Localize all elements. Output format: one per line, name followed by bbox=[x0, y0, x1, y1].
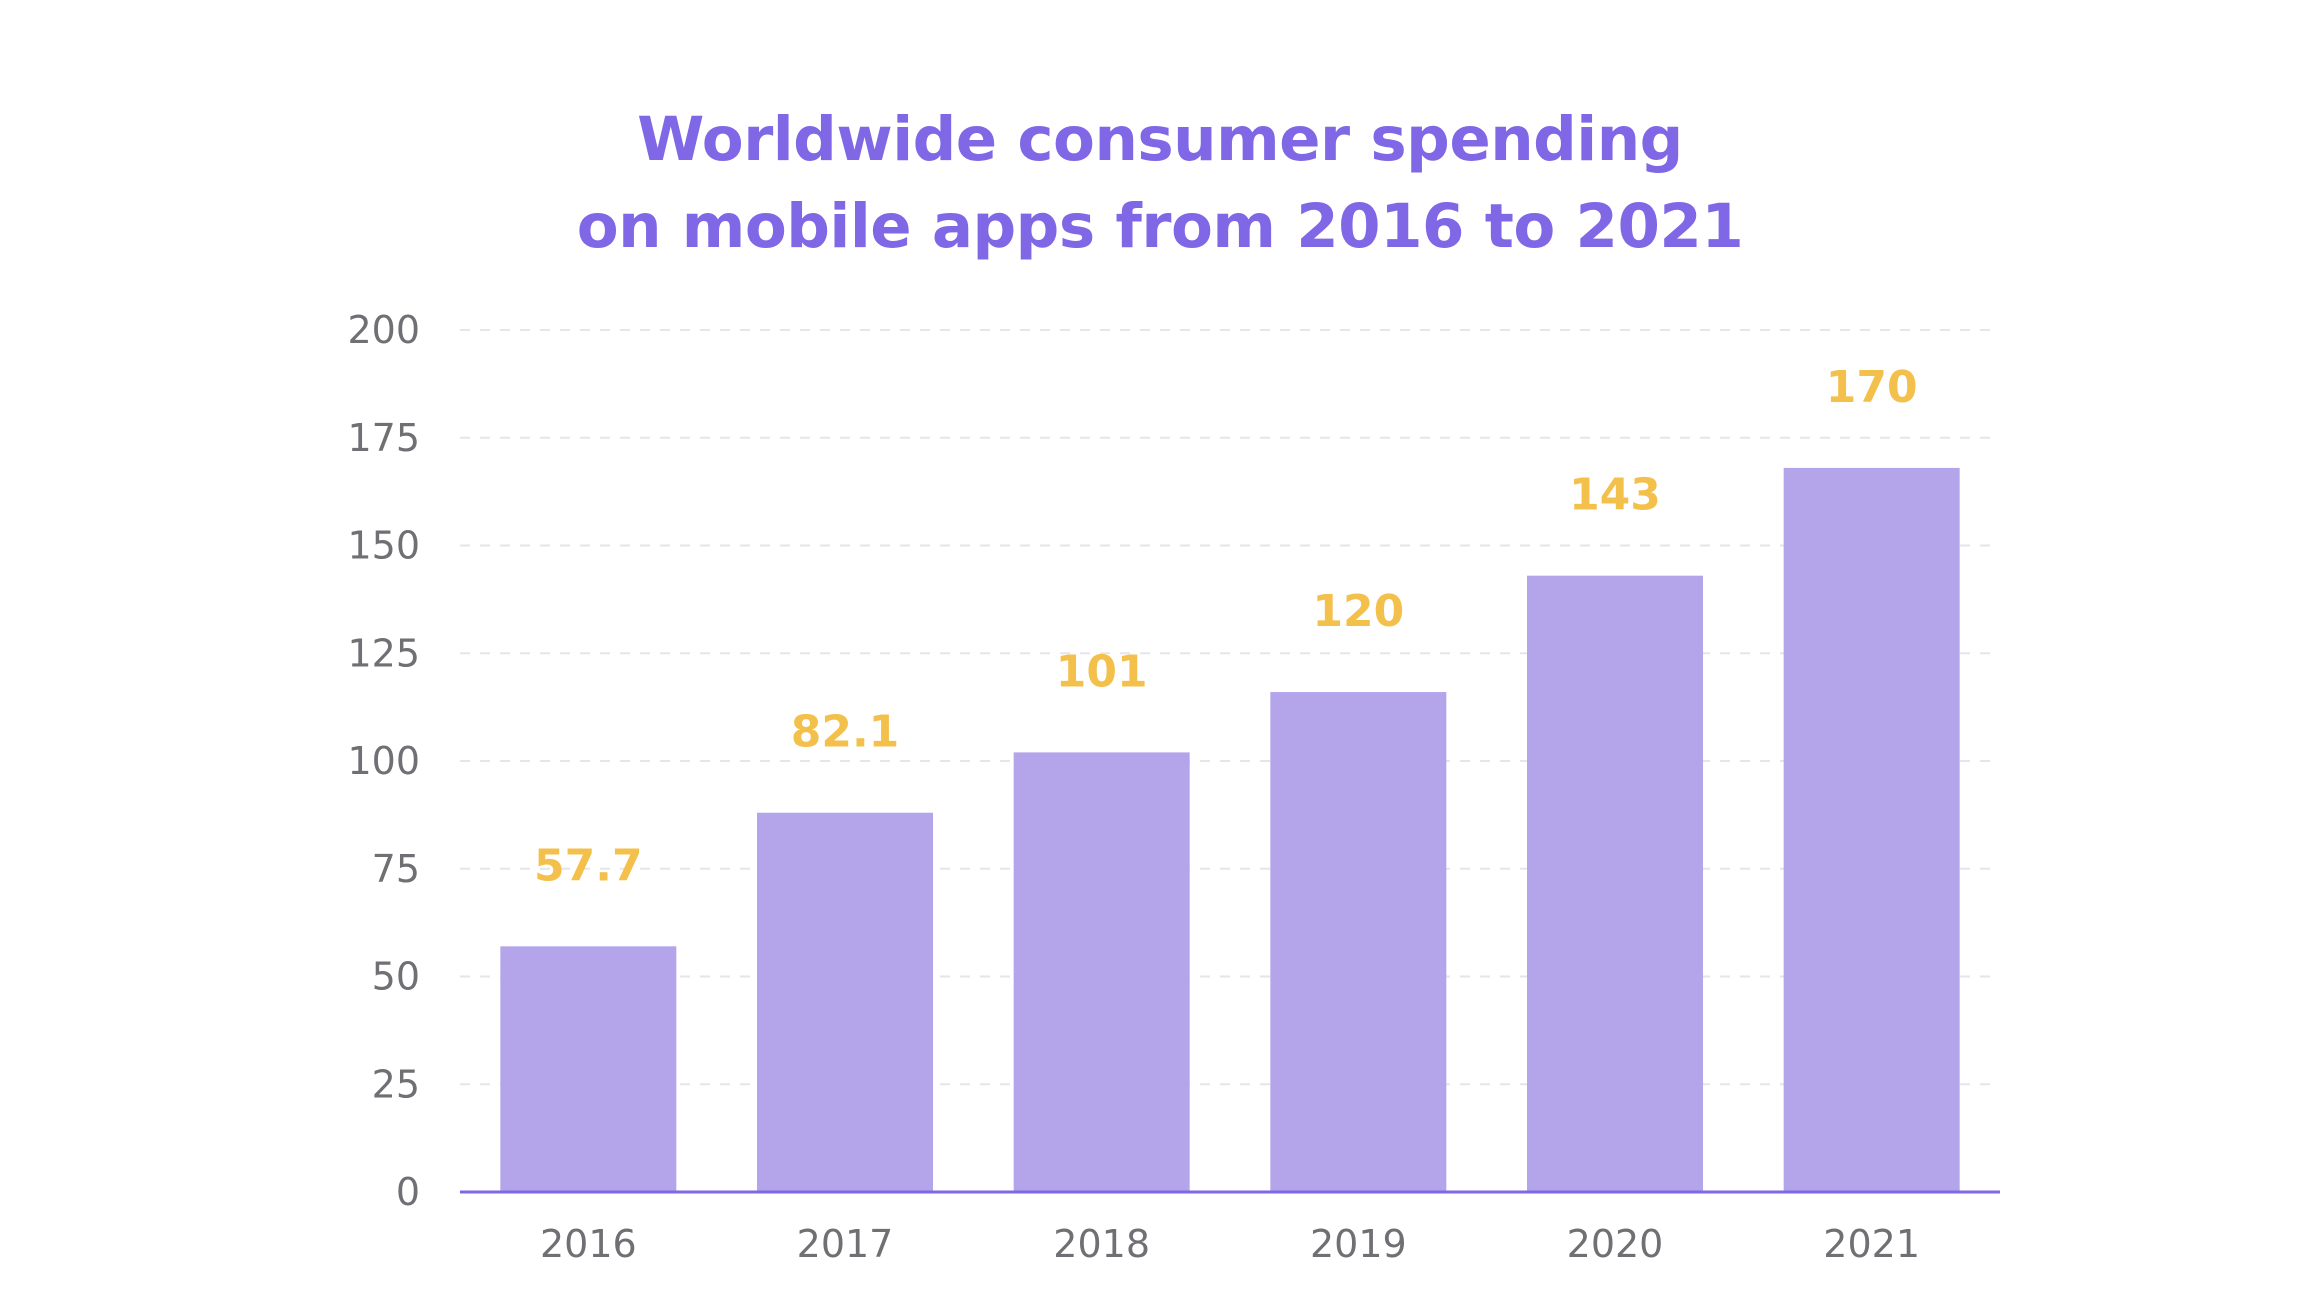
bar bbox=[1783, 467, 1960, 1192]
data-label: 143 bbox=[1569, 470, 1661, 521]
y-tick-label: 150 bbox=[347, 524, 420, 568]
x-tick-label: 2019 bbox=[1310, 1222, 1407, 1266]
bar bbox=[1527, 575, 1703, 1192]
x-tick-label: 2021 bbox=[1823, 1222, 1920, 1266]
bar bbox=[1013, 752, 1190, 1192]
y-tick-label: 100 bbox=[347, 739, 420, 783]
x-tick-label: 2017 bbox=[797, 1222, 894, 1266]
y-tick-label: 0 bbox=[396, 1170, 420, 1214]
chart-title-line-1: Worldwide consumer spending bbox=[637, 104, 1683, 175]
y-tick-label: 200 bbox=[347, 308, 420, 352]
bar bbox=[500, 946, 677, 1192]
chart-title-line-2: on mobile apps from 2016 to 2021 bbox=[576, 191, 1744, 262]
x-tick-label: 2020 bbox=[1567, 1222, 1664, 1266]
x-tick-label: 2016 bbox=[540, 1222, 637, 1266]
data-label: 82.1 bbox=[791, 707, 900, 758]
data-label: 101 bbox=[1056, 646, 1148, 697]
bar bbox=[757, 812, 933, 1192]
bar bbox=[1270, 692, 1447, 1192]
chart-title: Worldwide consumer spending on mobile ap… bbox=[0, 96, 2320, 270]
y-tick-label: 75 bbox=[372, 847, 420, 891]
data-label: 170 bbox=[1826, 362, 1918, 413]
y-tick-label: 50 bbox=[372, 955, 420, 999]
data-label: 57.7 bbox=[534, 840, 643, 891]
x-tick-label: 2018 bbox=[1053, 1222, 1150, 1266]
data-label: 120 bbox=[1312, 586, 1404, 637]
y-tick-label: 25 bbox=[372, 1062, 420, 1106]
y-tick-label: 125 bbox=[347, 631, 420, 675]
y-tick-label: 175 bbox=[347, 416, 420, 460]
